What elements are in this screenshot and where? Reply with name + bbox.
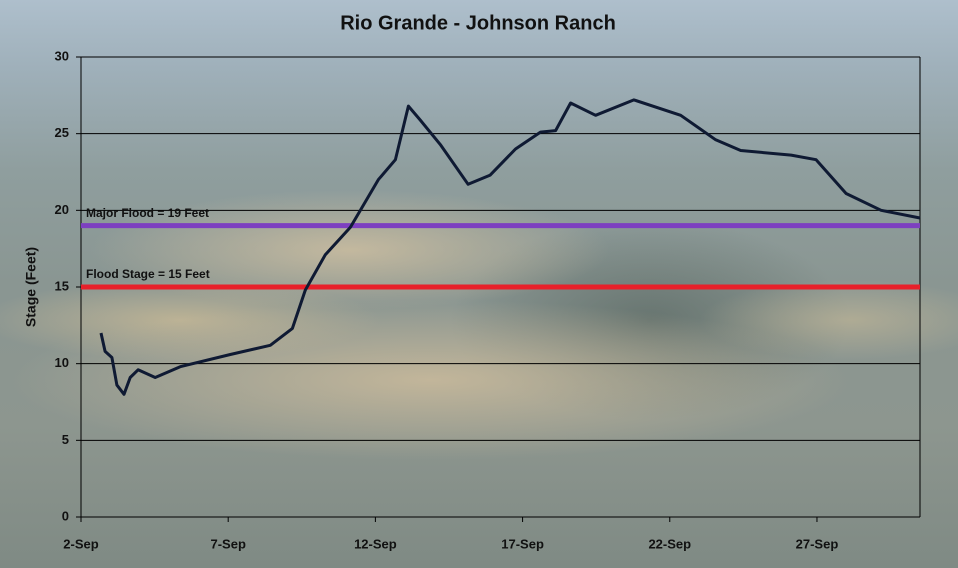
x-tick-label: 12-Sep <box>354 536 397 551</box>
y-tick-label: 15 <box>55 278 69 293</box>
chart-title: Rio Grande - Johnson Ranch <box>340 12 616 34</box>
x-tick-label: 17-Sep <box>501 536 544 551</box>
data-line <box>99 98 921 396</box>
y-tick-label: 5 <box>62 432 69 447</box>
reference-label: Flood Stage = 15 Feet <box>86 267 210 281</box>
reference-label: Major Flood = 19 Feet <box>86 206 209 220</box>
x-tick-label: 7-Sep <box>210 536 245 551</box>
y-tick-label: 10 <box>55 355 69 370</box>
x-tick-label: 2-Sep <box>63 536 98 551</box>
y-tick-label: 25 <box>55 125 69 140</box>
y-axis-title: Stage (Feet) <box>23 247 39 327</box>
x-tick-label: 22-Sep <box>648 536 691 551</box>
y-tick-label: 0 <box>62 508 69 523</box>
y-tick-label: 20 <box>55 202 69 217</box>
y-tick-label: 30 <box>55 48 69 63</box>
x-tick-label: 27-Sep <box>796 536 839 551</box>
